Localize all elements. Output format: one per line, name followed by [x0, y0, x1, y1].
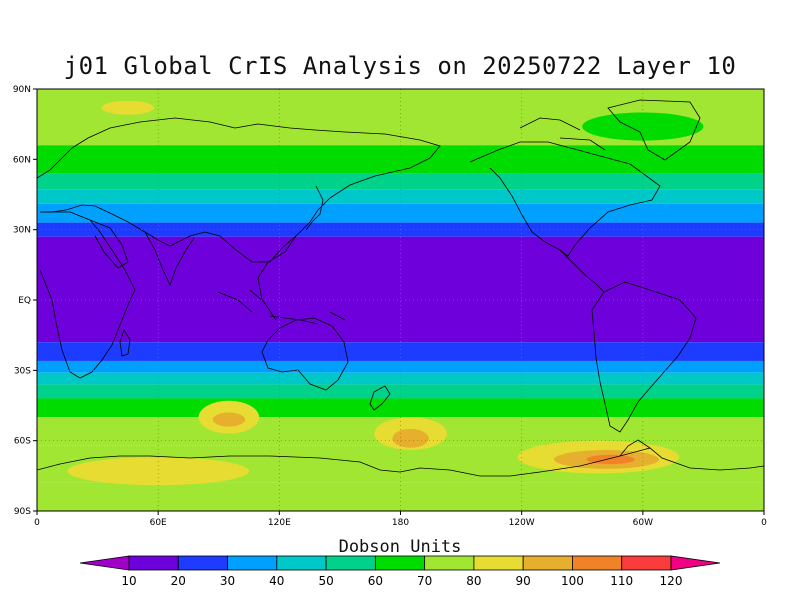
colorbar-label-6: 70: [417, 574, 432, 588]
colorbar-label-2: 30: [220, 574, 235, 588]
colorbar-box-3: [276, 555, 327, 571]
coast-new-zealand: [369, 385, 391, 411]
colorbar-label-5: 60: [368, 574, 383, 588]
colorbar-label-11: 120: [660, 574, 683, 588]
coast-japan: [305, 185, 324, 231]
colorbar-box-4: [325, 555, 376, 571]
x-tick-label-2: 120E: [268, 518, 291, 528]
coast-india: [144, 231, 195, 287]
colorbar-label-9: 100: [561, 574, 584, 588]
coast-south-america: [591, 281, 697, 433]
colorbar-box-2: [227, 555, 278, 571]
contour-band-7: [37, 342, 764, 361]
coast-eurasia: [37, 117, 441, 263]
y-tick-label-4: 30S: [14, 366, 31, 376]
contour-feature-9: [101, 100, 155, 115]
x-tick-label-0: 0: [34, 518, 40, 528]
colorbar-label-0: 10: [121, 574, 136, 588]
latitude-tick-labels: 90N 60N 30N EQ 30S 60S 90S: [13, 85, 37, 517]
contour-band-9: [37, 372, 764, 385]
y-tick-label-2: 30N: [13, 226, 31, 236]
contour-feature-7: [67, 457, 250, 486]
y-tick-label-0: 90N: [13, 85, 31, 95]
colorbar-box-10: [621, 555, 672, 571]
colorbar-box-9: [572, 555, 623, 571]
x-tick-label-5: 60W: [633, 518, 653, 528]
colorbar-box-8: [522, 555, 573, 571]
coast-china-sea: [257, 235, 297, 301]
plot-title: j01 Global CrIS Analysis on 20250722 Lay…: [63, 52, 737, 80]
colorbar-label-7: 80: [466, 574, 481, 588]
map-plot-area: 0 60E 120E 180 120W 60W 0 90N 60N 30N EQ 30S 60S 90S: [13, 85, 767, 528]
coast-arabia: [89, 219, 129, 269]
colorbar-low-arrow: [79, 555, 130, 571]
contour-feature-3: [212, 412, 246, 427]
coast-central-america: [559, 249, 605, 293]
coast-arctic-islands: [519, 117, 606, 151]
x-tick-label-6: 0: [761, 518, 767, 528]
longitude-tick-labels: 0 60E 120E 180 120W 60W 0: [34, 511, 767, 528]
colorbar-box-6: [424, 555, 475, 571]
colorbar-label-3: 40: [269, 574, 284, 588]
y-tick-label-1: 60N: [13, 155, 31, 165]
y-tick-label-6: 90S: [14, 507, 31, 517]
colorbar-box-1: [177, 555, 228, 571]
coast-madagascar: [119, 329, 131, 357]
colorbar-box-0: [128, 555, 179, 571]
coast-antarctica: [37, 447, 764, 477]
contour-band-3: [37, 189, 764, 204]
contour-feature-1: [392, 428, 429, 448]
coast-africa: [39, 211, 136, 379]
contour-feature-8: [582, 112, 704, 141]
coast-greenland: [607, 99, 701, 161]
colorbar-box-7: [473, 555, 524, 571]
colorbar-box-5: [374, 555, 426, 571]
colorbar-title: Dobson Units: [338, 537, 462, 557]
x-tick-label-3: 180: [392, 518, 409, 528]
colorbar-label-10: 110: [610, 574, 633, 588]
contour-band-8: [37, 360, 764, 373]
ozone-contour-bands: [37, 89, 764, 511]
coast-antarctic-peninsula: [619, 439, 651, 457]
coast-australia: [261, 317, 349, 391]
colorbar: 10 20 30 40 50 60 70 80 90 100 110 120: [79, 555, 721, 588]
y-tick-label-3: EQ: [18, 296, 31, 306]
x-tick-label-1: 60E: [150, 518, 167, 528]
colorbar-label-4: 50: [318, 574, 333, 588]
y-tick-label-5: 60S: [14, 437, 31, 447]
colorbar-label-1: 20: [171, 574, 186, 588]
x-tick-label-4: 120W: [509, 518, 535, 528]
colorbar-high-arrow: [670, 555, 721, 571]
coast-north-america: [469, 141, 661, 257]
contour-band-10: [37, 384, 764, 399]
contour-band-14: [37, 482, 764, 511]
colorbar-label-8: 90: [516, 574, 531, 588]
continent-outlines: [37, 99, 764, 477]
